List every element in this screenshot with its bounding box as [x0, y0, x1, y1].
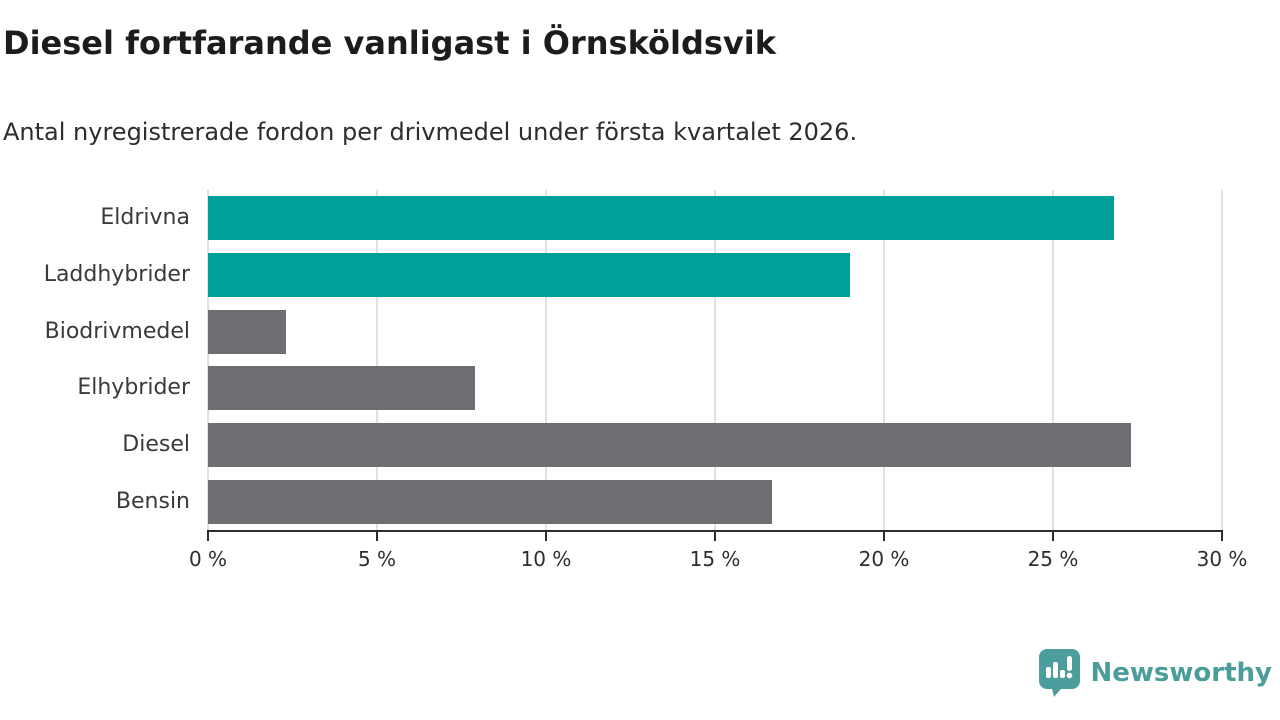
tick-mark [714, 532, 716, 541]
bar-laddhybrider [208, 252, 851, 297]
category-label-diesel: Diesel [122, 431, 190, 457]
tick-mark [376, 532, 378, 541]
gridline [207, 190, 209, 530]
newsworthy-branding: Newsworthy [1037, 648, 1272, 698]
gridline [544, 190, 547, 530]
gridline [1221, 190, 1223, 530]
tick-mark [1051, 532, 1054, 541]
chart-subtitle: Antal nyregistrerade fordon per drivmede… [3, 118, 858, 146]
chart-title: Diesel fortfarande vanligast i Örnskölds… [3, 24, 777, 62]
x-axis-line [207, 530, 1223, 532]
bar-biodrivmedel [208, 309, 286, 354]
x-axis-labels: 0 % 5 % 10 % 15 % 20 % 25 % 30 % [189, 547, 1247, 579]
category-label-bensin: Bensin [115, 488, 190, 514]
tick-mark [1221, 532, 1223, 541]
tick-label-10: 10 % [520, 547, 572, 571]
tick-label-30: 30 % [1196, 547, 1248, 571]
tick-label-20: 20 % [858, 547, 910, 571]
tick-mark [544, 532, 547, 541]
gridline [1051, 190, 1054, 530]
gridline [883, 190, 885, 530]
x-axis-tickmarks [207, 532, 1223, 541]
bar-elhybrider [208, 366, 476, 411]
gridline [376, 190, 378, 530]
tick-label-0: 0 % [188, 547, 228, 571]
tick-mark [207, 532, 209, 541]
tick-label-5: 5 % [357, 547, 397, 571]
brand-name: Newsworthy [1090, 658, 1272, 688]
bar-series [208, 190, 1222, 530]
gridline [714, 190, 716, 530]
bar-diesel [208, 422, 1131, 467]
tick-label-25: 25 % [1027, 547, 1079, 571]
plot-area [207, 190, 1223, 530]
tick-label-15: 15 % [689, 547, 741, 571]
newsworthy-logo-icon [1037, 648, 1082, 698]
y-axis-labels: Eldrivna Laddhybrider Biodrivmedel Elhyb… [0, 190, 190, 530]
bar-eldrivna [208, 196, 1114, 241]
category-label-eldrivna: Eldrivna [100, 205, 190, 231]
tick-mark [883, 532, 885, 541]
category-label-elhybrider: Elhybrider [77, 375, 190, 401]
category-label-laddhybrider: Laddhybrider [43, 261, 190, 287]
bar-bensin [208, 479, 773, 524]
category-label-biodrivmedel: Biodrivmedel [44, 318, 190, 344]
